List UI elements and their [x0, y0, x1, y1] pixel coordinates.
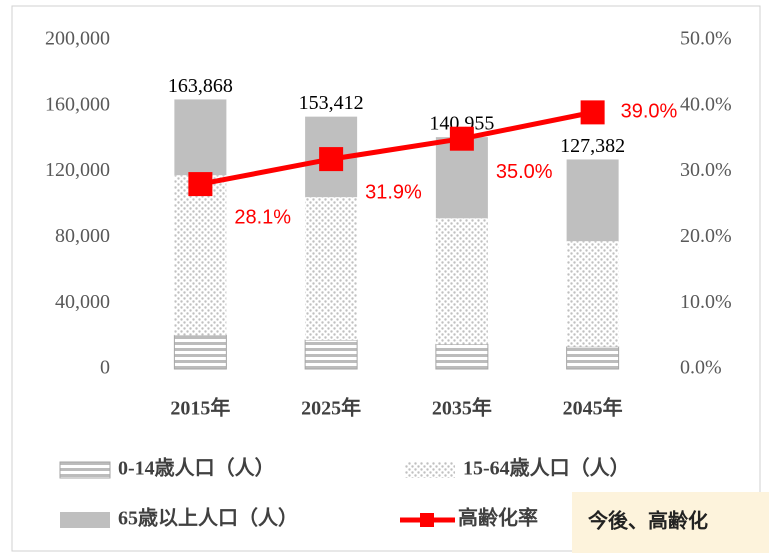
- rate-marker: [580, 100, 605, 125]
- bar-segment: [566, 159, 619, 242]
- bar-segment: [174, 99, 227, 176]
- bar-segment: [435, 343, 489, 370]
- rate-label: 31.9%: [365, 181, 422, 203]
- y-tick-label: 120,000: [45, 159, 110, 181]
- total-label: 163,868: [168, 75, 233, 97]
- annotation: 今後、高齢化: [588, 509, 708, 533]
- rate-marker: [188, 172, 213, 197]
- bar-segment: [305, 197, 358, 341]
- legend-swatch: [60, 512, 110, 528]
- x-tick-label: 2025年: [301, 396, 361, 420]
- total-label: 153,412: [299, 92, 364, 114]
- rate-marker: [449, 126, 474, 151]
- y-tick-label: 0: [100, 357, 110, 379]
- x-tick-label: 2045年: [563, 396, 623, 420]
- x-tick-label: 2015年: [170, 396, 230, 420]
- bar-segment: [566, 241, 619, 347]
- rate-label: 35.0%: [496, 161, 553, 183]
- bar-segment: [174, 175, 227, 336]
- x-tick-label: 2035年: [432, 396, 492, 420]
- y2-tick-label: 0.0%: [680, 357, 722, 379]
- legend-swatch: [405, 462, 455, 478]
- y-tick-label: 160,000: [45, 93, 110, 115]
- bar-segment: [304, 339, 358, 370]
- legend-label: 65歳以上人口（人）: [118, 506, 298, 530]
- y2-tick-label: 40.0%: [680, 93, 732, 115]
- rate-label: 28.1%: [234, 206, 291, 228]
- legend-marker: [420, 513, 434, 527]
- bar-segment: [435, 218, 488, 345]
- banner: [572, 492, 769, 556]
- legend-label: 0-14歳人口（人）: [118, 456, 275, 480]
- legend-label: 高齢化率: [458, 506, 538, 530]
- bar-segment: [173, 334, 227, 370]
- y-tick-label: 80,000: [55, 225, 110, 247]
- bar-segment: [566, 346, 620, 370]
- legend-swatch: [59, 461, 111, 479]
- total-label: 140,955: [429, 113, 494, 135]
- chart-border: [11, 5, 761, 552]
- legend-label: 15-64歳人口（人）: [463, 456, 630, 480]
- y2-tick-label: 20.0%: [680, 225, 732, 247]
- y-tick-label: 200,000: [45, 28, 110, 50]
- y2-tick-label: 50.0%: [680, 28, 732, 50]
- rate-line: [199, 109, 594, 187]
- rate-label: 39.0%: [621, 101, 678, 123]
- y-tick-label: 40,000: [55, 291, 110, 313]
- rate-marker: [319, 147, 344, 172]
- y2-tick-label: 10.0%: [680, 291, 732, 313]
- y2-tick-label: 30.0%: [680, 159, 732, 181]
- total-label: 127,382: [560, 135, 625, 157]
